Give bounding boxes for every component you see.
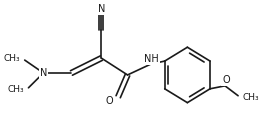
Text: CH₃: CH₃ [3, 54, 20, 63]
Text: CH₃: CH₃ [243, 93, 259, 102]
Text: NH: NH [145, 54, 159, 64]
Text: O: O [222, 75, 230, 85]
Text: O: O [106, 96, 114, 106]
Text: CH₃: CH₃ [7, 85, 24, 94]
Text: N: N [98, 4, 105, 14]
Text: N: N [40, 68, 47, 78]
